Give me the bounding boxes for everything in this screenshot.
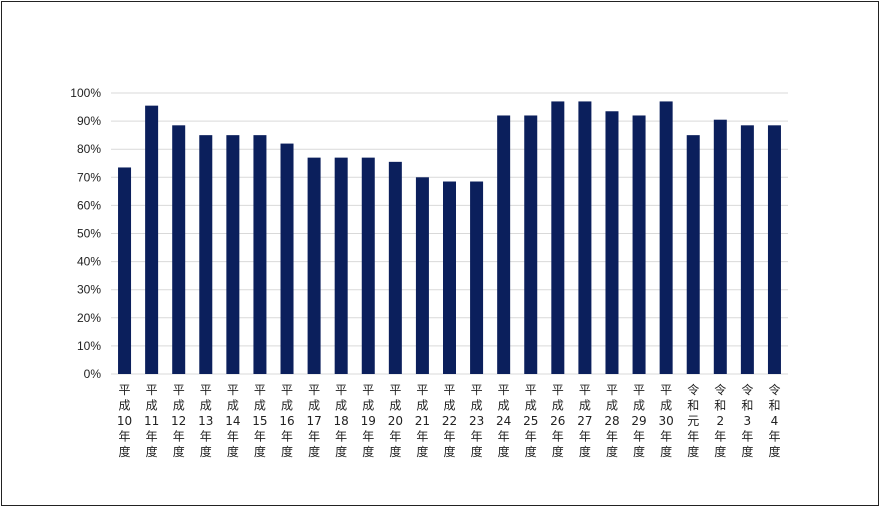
bar <box>713 119 727 374</box>
x-tick-label: 平成 22 年度 <box>442 383 457 459</box>
y-tick-label: 10% <box>77 339 101 353</box>
bar <box>199 135 213 374</box>
bar <box>388 161 402 374</box>
bar <box>767 125 781 374</box>
y-axis-ticks: 0% 10% 20% 30% 40% 50% 60% 70% 80% 90% 100% <box>70 86 101 381</box>
bar <box>118 167 132 374</box>
bars <box>118 101 781 375</box>
x-tick-label: 令和元年度 <box>687 382 699 459</box>
bar <box>280 143 294 374</box>
bar <box>145 105 159 375</box>
bar <box>578 101 592 375</box>
y-tick-label: 0% <box>84 367 102 381</box>
bar <box>334 157 348 374</box>
y-tick-label: 40% <box>77 255 101 269</box>
x-tick-label: 平成 26 年度 <box>550 383 565 459</box>
y-tick-label: 90% <box>77 114 101 128</box>
x-tick-label: 平成 23 年度 <box>469 383 484 459</box>
bar <box>524 115 538 374</box>
x-tick-label: 平成 29 年度 <box>631 383 646 459</box>
bar <box>253 135 267 374</box>
x-tick-label: 平成 10 年度 <box>117 383 132 459</box>
x-tick-label: 平成 14 年度 <box>225 383 240 459</box>
bar <box>443 181 456 374</box>
x-tick-label: 平成 30 年度 <box>658 383 673 459</box>
bar <box>632 115 646 374</box>
x-tick-label: 令和 4 年度 <box>768 382 780 459</box>
x-tick-label: 平成 25 年度 <box>523 383 538 459</box>
y-tick-label: 70% <box>77 170 101 184</box>
x-tick-label: 平成 19 年度 <box>361 383 376 459</box>
x-tick-label: 平成 18 年度 <box>334 383 349 459</box>
bar <box>415 177 429 374</box>
bar <box>226 135 240 374</box>
bar <box>470 181 484 374</box>
bar <box>740 125 754 374</box>
x-tick-label: 平成 17 年度 <box>306 383 321 459</box>
y-tick-label: 50% <box>77 227 101 241</box>
x-tick-label: 平成 11 年度 <box>144 383 159 459</box>
x-tick-label: 平成 16 年度 <box>279 383 294 459</box>
bar <box>361 157 375 374</box>
bar <box>172 125 186 374</box>
bar <box>551 101 565 375</box>
y-tick-label: 80% <box>77 142 101 156</box>
x-tick-label: 平成 28 年度 <box>604 383 619 459</box>
bar <box>497 115 511 374</box>
bar <box>659 101 673 375</box>
y-tick-label: 100% <box>70 86 101 100</box>
bar <box>686 135 700 374</box>
x-tick-label: 平成 12 年度 <box>171 383 186 459</box>
gridlines <box>111 92 788 375</box>
x-tick-label: 令和 3 年度 <box>741 382 753 459</box>
x-tick-label: 令和 2 年度 <box>714 382 726 459</box>
x-tick-label: 平成 21 年度 <box>415 383 430 459</box>
bar <box>605 111 619 374</box>
x-tick-label: 平成 15 年度 <box>252 383 267 459</box>
y-tick-label: 30% <box>77 283 101 297</box>
x-tick-label: 平成 13 年度 <box>198 383 213 459</box>
y-tick-label: 20% <box>77 311 101 325</box>
y-tick-label: 60% <box>77 198 101 212</box>
x-tick-label: 平成 20 年度 <box>388 383 403 459</box>
bar <box>307 157 321 374</box>
x-tick-label: 平成 27 年度 <box>577 383 592 459</box>
x-tick-label: 平成 24 年度 <box>496 383 511 459</box>
